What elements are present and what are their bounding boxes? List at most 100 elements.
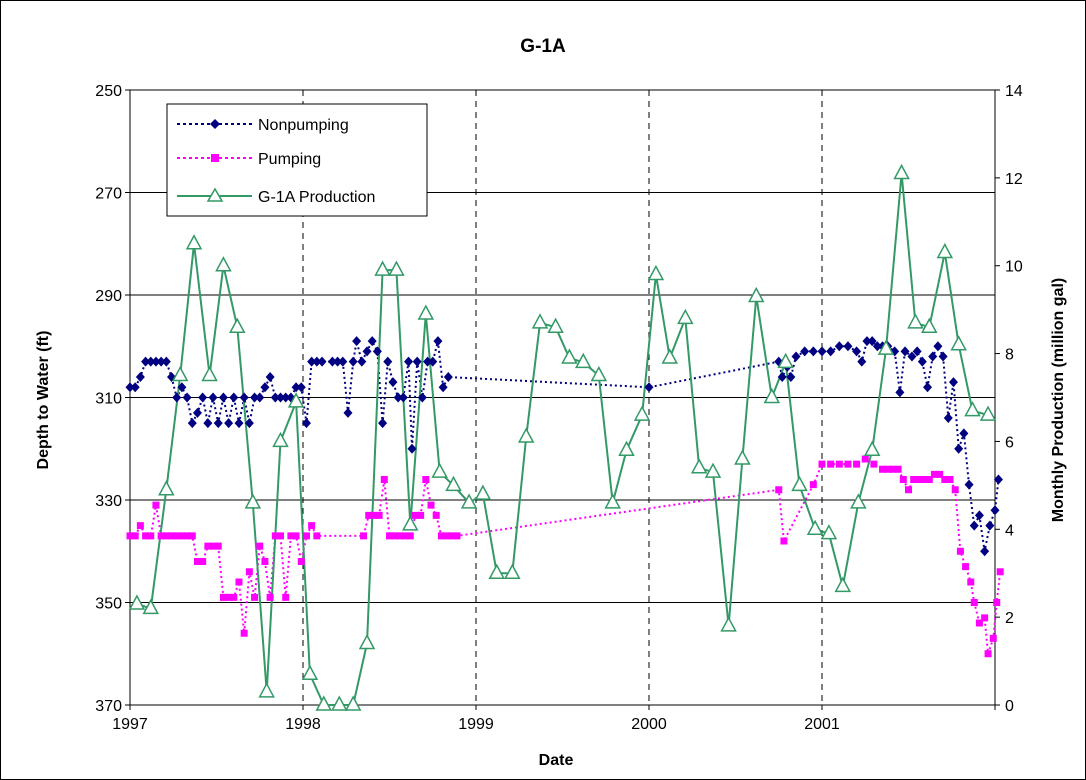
data-point-pumping: [266, 593, 274, 601]
data-point-pumping: [879, 465, 887, 473]
data-point-g-1a-production: [633, 405, 651, 421]
data-point-nonpumping: [260, 382, 270, 393]
data-point-g-1a-production: [531, 313, 549, 329]
data-point-pumping: [915, 476, 923, 483]
data-point-g-1a-production: [504, 563, 521, 579]
data-point-g-1a-production: [575, 352, 592, 369]
data-point-g-1a-production: [850, 493, 867, 509]
data-point-nonpumping: [281, 392, 291, 403]
data-point-g-1a-production: [460, 493, 478, 509]
data-point-g-1a-production: [229, 317, 246, 333]
data-point-pumping: [406, 532, 414, 540]
data-point-pumping: [962, 563, 970, 571]
data-point-pumping: [946, 476, 954, 483]
y-tick-label: 250: [95, 83, 122, 100]
data-point-nonpumping: [270, 392, 280, 403]
data-point-pumping: [775, 486, 783, 494]
data-point-nonpumping: [151, 356, 161, 367]
data-point-g-1a-production: [590, 365, 608, 382]
data-point-pumping: [905, 486, 912, 494]
data-point-nonpumping: [862, 336, 872, 347]
y2-tick-label: 2: [1005, 610, 1014, 627]
data-point-nonpumping: [317, 356, 327, 367]
data-point-pumping: [870, 460, 878, 468]
data-point-g-1a-production: [936, 242, 954, 259]
data-point-pumping: [370, 511, 378, 519]
data-point-nonpumping: [393, 392, 403, 403]
data-point-nonpumping: [644, 382, 654, 393]
data-point-nonpumping: [954, 443, 964, 454]
data-point-g-1a-production: [474, 484, 492, 500]
data-point-g-1a-production: [907, 313, 924, 329]
data-point-pumping: [975, 619, 983, 627]
data-point-nonpumping: [990, 505, 1000, 516]
data-point-g-1a-production: [561, 348, 578, 364]
data-point-nonpumping: [250, 392, 260, 403]
data-point-nonpumping: [130, 382, 140, 393]
data-point-g-1a-production: [748, 286, 765, 303]
legend-marker-nonpumping: [210, 119, 220, 129]
data-point-nonpumping: [255, 392, 265, 403]
data-point-nonpumping: [177, 382, 187, 393]
legend: Nonpumping Pumping G-1A Production: [166, 103, 428, 217]
data-point-nonpumping: [943, 413, 953, 423]
data-point-g-1a-production: [417, 304, 435, 320]
data-point-pumping: [930, 470, 938, 478]
x-tick-label: 1997: [112, 716, 148, 733]
data-point-g-1a-production: [618, 440, 635, 456]
data-point-nonpumping: [398, 392, 408, 403]
data-point-g-1a-production: [344, 695, 362, 711]
data-point-pumping: [230, 593, 238, 601]
data-point-nonpumping: [407, 443, 417, 454]
data-point-nonpumping: [808, 346, 818, 357]
legend-label-nonpumping: Nonpumping: [258, 117, 349, 134]
data-point-pumping: [861, 455, 869, 463]
data-point-pumping: [894, 465, 902, 473]
data-point-g-1a-production: [244, 493, 262, 509]
data-point-g-1a-production: [331, 695, 348, 711]
data-point-pumping: [157, 532, 165, 540]
data-point-pumping: [844, 460, 852, 468]
data-point-nonpumping: [312, 356, 322, 367]
data-point-pumping: [178, 532, 186, 540]
data-point-nonpumping: [443, 372, 453, 382]
data-point-nonpumping: [948, 377, 958, 388]
data-point-nonpumping: [291, 382, 301, 393]
data-point-nonpumping: [867, 336, 877, 347]
data-point-g-1a-production: [863, 440, 881, 456]
data-point-pumping: [375, 511, 383, 519]
data-point-pumping: [282, 593, 290, 601]
y2-tick-label: 4: [1005, 522, 1014, 539]
data-point-nonpumping: [417, 392, 427, 403]
data-point-pumping: [209, 542, 217, 550]
data-point-g-1a-production: [272, 431, 289, 448]
data-point-pumping: [981, 614, 989, 622]
data-point-nonpumping: [135, 372, 145, 382]
data-point-pumping: [261, 558, 269, 565]
data-point-pumping: [411, 511, 419, 519]
data-point-pumping: [984, 650, 992, 658]
data-point-nonpumping: [928, 351, 938, 362]
data-point-g-1a-production: [834, 576, 852, 593]
data-point-g-1a-production: [431, 462, 448, 478]
data-point-pumping: [142, 532, 150, 540]
data-point-pumping: [131, 532, 139, 540]
data-point-nonpumping: [800, 346, 810, 357]
data-point-g-1a-production: [445, 475, 462, 492]
data-point-nonpumping: [777, 372, 787, 382]
data-point-pumping: [422, 476, 430, 483]
legend-marker-production: [206, 187, 224, 202]
data-point-nonpumping: [367, 336, 377, 347]
data-point-pumping: [941, 476, 949, 483]
legend-label-pumping: Pumping: [258, 151, 321, 168]
series-line-pumping: [130, 457, 1002, 655]
data-point-g-1a-production: [647, 264, 665, 281]
data-point-pumping: [448, 532, 456, 540]
y2-axis-title: Monthly Production (million gal): [1050, 278, 1067, 522]
data-point-g-1a-production: [315, 695, 333, 711]
data-point-g-1a-production: [402, 515, 419, 531]
data-point-pumping: [386, 532, 393, 540]
chart-title: G-1A: [520, 36, 566, 57]
data-point-nonpumping: [234, 418, 244, 429]
data-point-pumping: [365, 511, 373, 519]
